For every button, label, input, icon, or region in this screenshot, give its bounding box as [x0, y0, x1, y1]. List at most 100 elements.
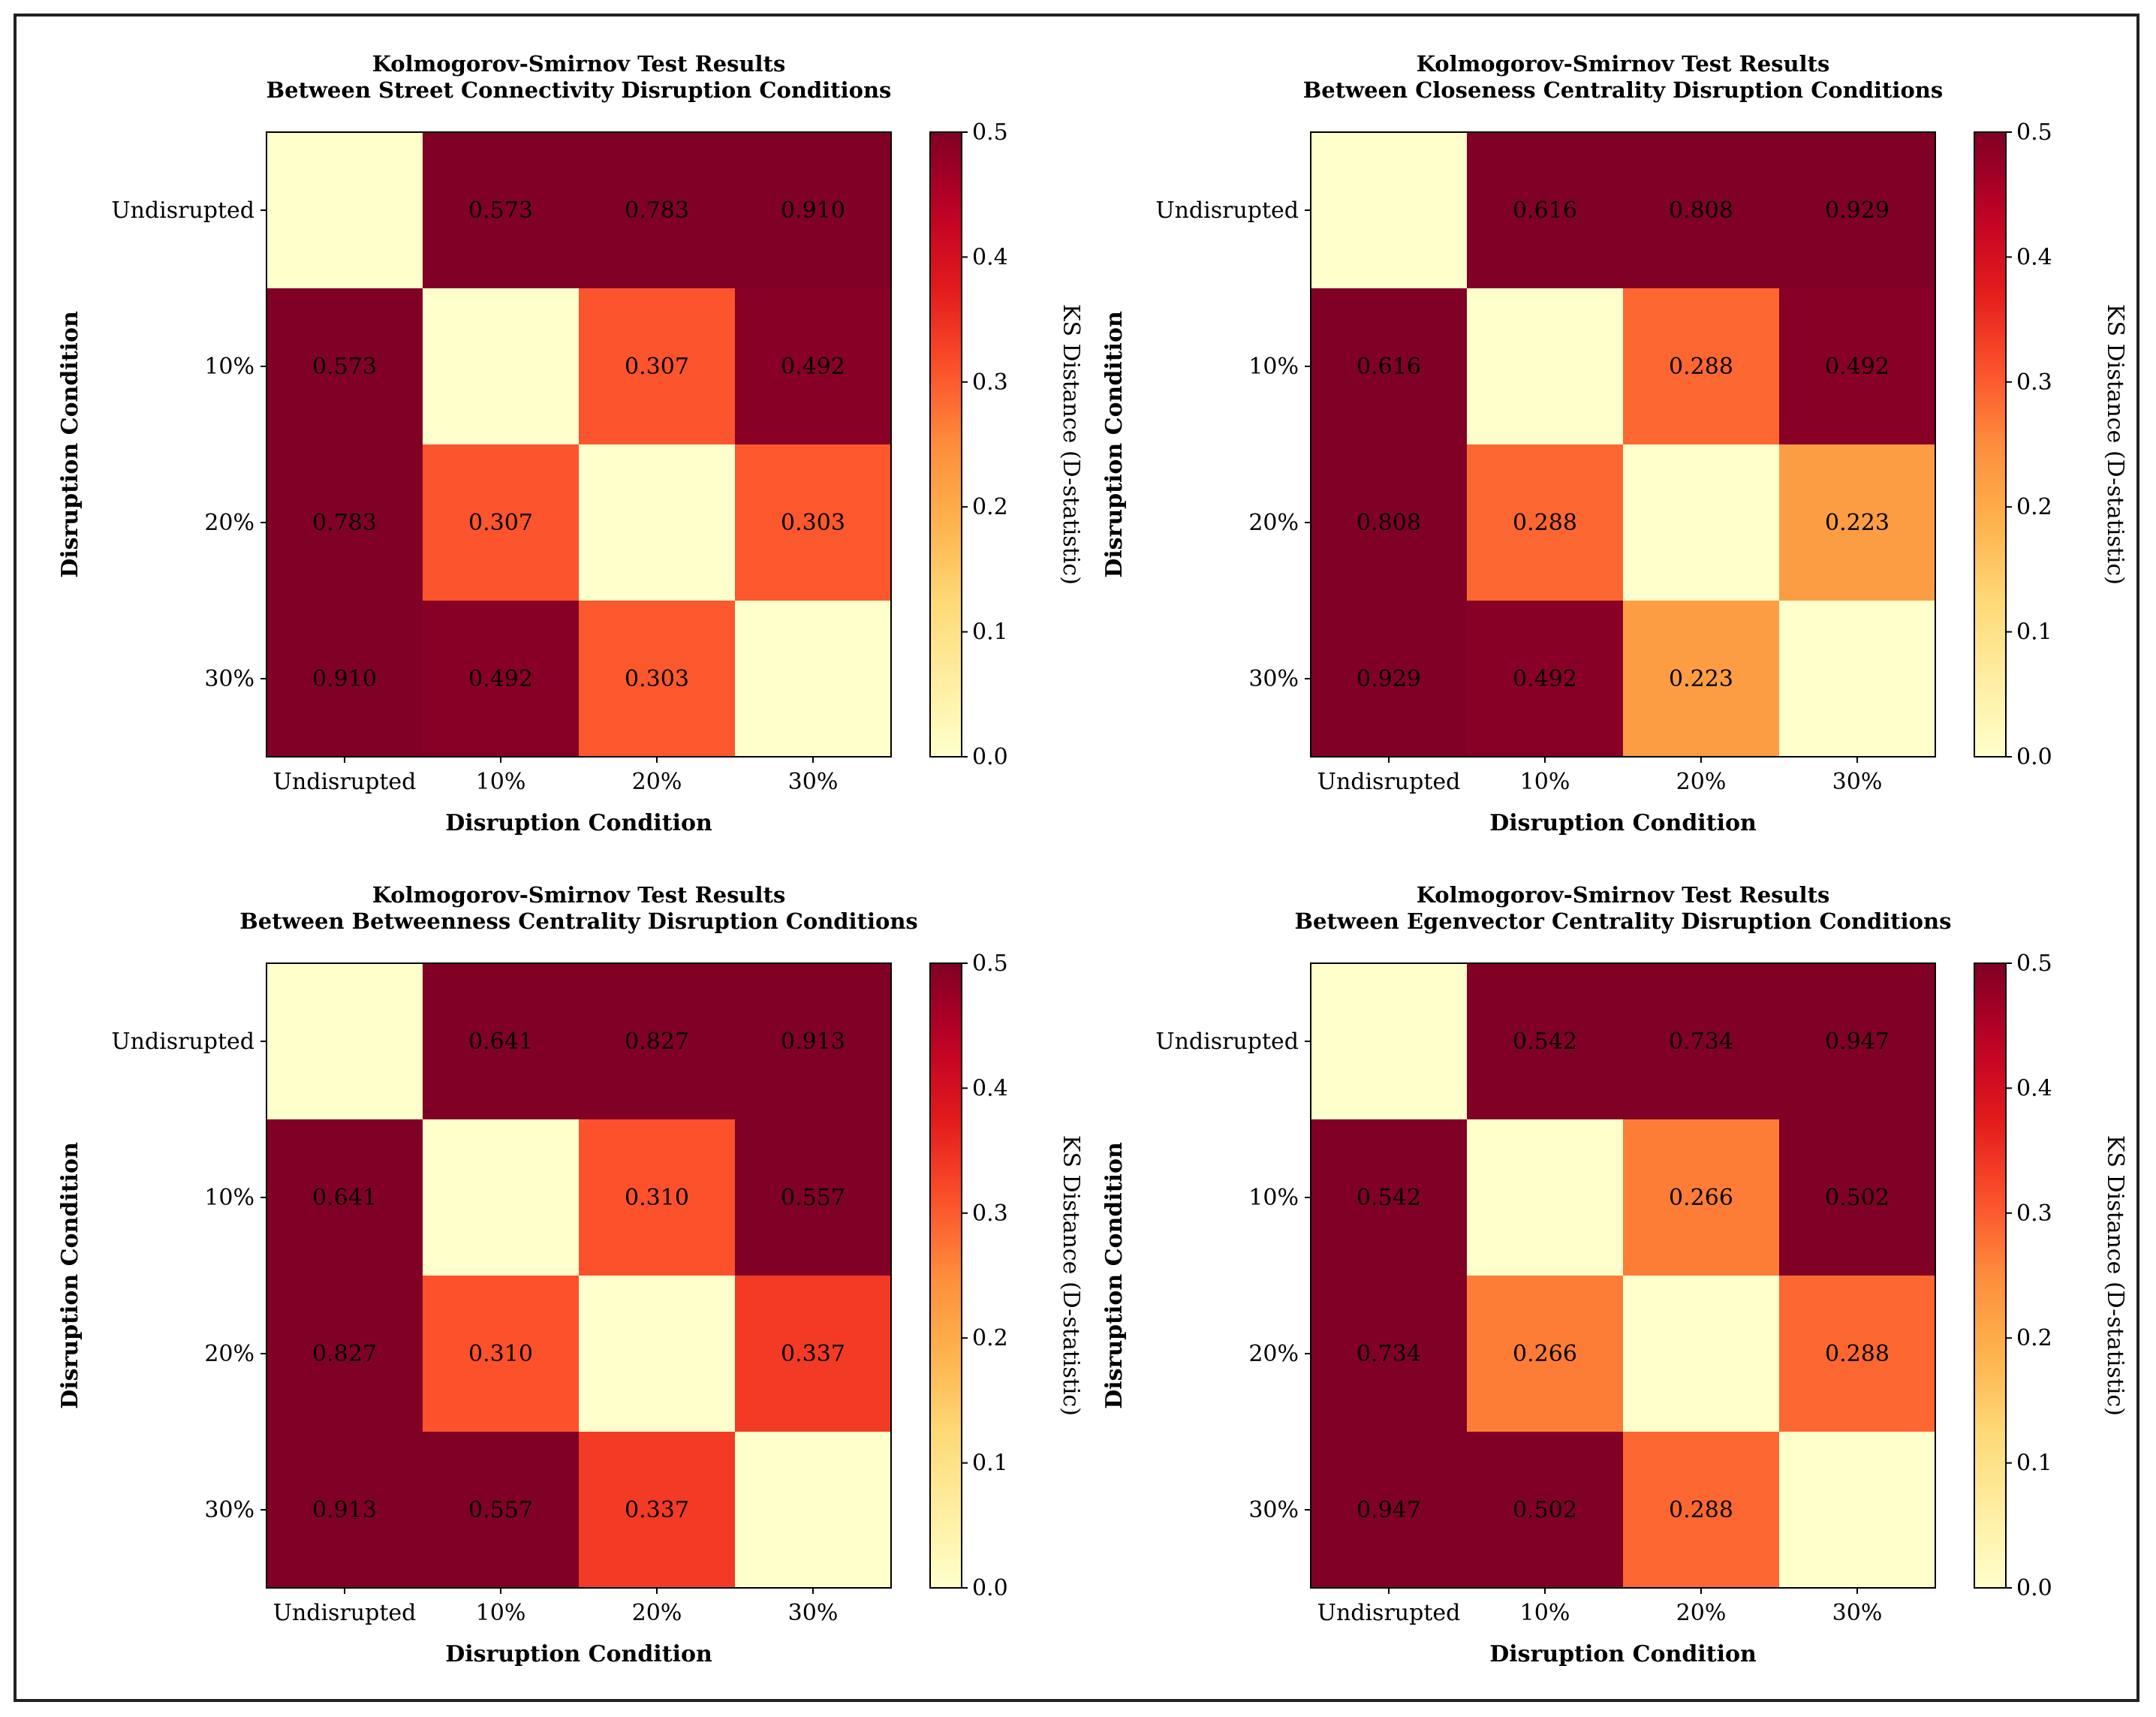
heatmap-cell	[579, 601, 735, 757]
cell-value-label: 0.502	[1825, 1185, 1890, 1211]
heatmap-cell	[423, 963, 579, 1119]
x-tick-label: Undisrupted	[273, 769, 417, 795]
heatmap-cell	[1623, 288, 1779, 444]
heatmap-cell	[735, 444, 891, 601]
heatmap-cell	[1623, 1276, 1779, 1432]
cell-value-label: 0.492	[1825, 354, 1890, 380]
y-tick-label: 30%	[204, 666, 254, 692]
colorbar-tick-label: 0.1	[2016, 619, 2052, 646]
colorbar-tick-label: 0.0	[2016, 744, 2052, 770]
heatmap-cell	[735, 288, 891, 444]
colorbar-tick-label: 0.5	[972, 950, 1008, 977]
colorbar-tick-label: 0.1	[972, 1450, 1008, 1477]
heatmap-cell	[1779, 1276, 1935, 1432]
x-axis-label: Disruption Condition	[445, 1641, 712, 1667]
axes-frame	[1310, 962, 1936, 1589]
heatmap-cell	[579, 444, 735, 601]
colorbar-tick-label: 0.3	[2016, 1200, 2052, 1227]
heatmap-cell	[735, 601, 891, 757]
x-tick-label: 30%	[1832, 769, 1883, 795]
y-axis-label: Disruption Condition	[57, 311, 83, 578]
cell-value-label: 0.288	[1669, 1497, 1733, 1523]
heatmap-cell	[266, 288, 423, 444]
colorbar-label: KS Distance (D-statistic)	[2102, 1135, 2128, 1416]
cell-value-label: 0.641	[468, 1029, 533, 1055]
y-tick-label: 20%	[1248, 510, 1299, 536]
colorbar-label: KS Distance (D-statistic)	[1058, 304, 1084, 585]
heatmap-cell	[1623, 132, 1779, 288]
cell-value-label: 0.223	[1669, 666, 1733, 692]
chart-title-line2: Between Closeness Centrality Disruption …	[1303, 77, 1943, 103]
x-tick-label: 20%	[632, 769, 682, 795]
y-tick-label: 10%	[1248, 354, 1299, 380]
heatmap-cell	[1779, 1432, 1935, 1588]
heatmap-cell	[1467, 1276, 1623, 1432]
heatmap-cell	[579, 1276, 735, 1432]
heatmap-cell	[266, 1119, 423, 1276]
heatmap-cell	[1311, 601, 1467, 757]
heatmap-cell	[1623, 1432, 1779, 1588]
heatmap-cell	[266, 1276, 423, 1432]
colorbar	[1974, 962, 2007, 1589]
x-tick-label: 10%	[476, 1600, 526, 1626]
heatmap-cell	[1311, 1276, 1467, 1432]
heatmap-cell	[1311, 288, 1467, 444]
cell-value-label: 0.542	[1513, 1029, 1577, 1055]
y-axis-label: Disruption Condition	[57, 1142, 83, 1409]
cell-value-label: 0.616	[1357, 354, 1421, 380]
cell-value-label: 0.307	[468, 510, 533, 536]
chart-title-line2: Between Betweenness Centrality Disruptio…	[239, 908, 918, 934]
cell-value-label: 0.913	[312, 1497, 377, 1523]
heatmap-cell	[423, 444, 579, 601]
colorbar-tick-label: 0.3	[972, 1200, 1008, 1227]
cell-value-label: 0.573	[468, 197, 533, 224]
cell-value-label: 0.827	[625, 1029, 689, 1055]
colorbar-tick-label: 0.4	[2016, 244, 2052, 270]
heatmap-cell	[1779, 288, 1935, 444]
heatmap-cell	[735, 1276, 891, 1432]
x-tick-label: Undisrupted	[1317, 1600, 1461, 1626]
x-tick-label: Undisrupted	[273, 1600, 417, 1626]
heatmap-cell	[579, 132, 735, 288]
colorbar-tick-label: 0.5	[2016, 950, 2052, 977]
heatmap-cell	[1467, 1432, 1623, 1588]
heatmap-cell	[423, 132, 579, 288]
heatmap-cell	[1467, 288, 1623, 444]
heatmap-cell	[735, 132, 891, 288]
y-tick-label: Undisrupted	[111, 197, 254, 224]
cell-value-label: 0.337	[625, 1497, 689, 1523]
colorbar-tick-label: 0.5	[972, 119, 1008, 146]
heatmap-cell	[1779, 132, 1935, 288]
axes-frame	[266, 131, 892, 758]
colorbar-tick-label: 0.1	[972, 619, 1008, 646]
x-axis-label: Disruption Condition	[1489, 1641, 1757, 1667]
colorbar-label: KS Distance (D-statistic)	[1058, 1135, 1084, 1416]
cell-value-label: 0.223	[1825, 510, 1890, 536]
y-tick-label: 30%	[1248, 1497, 1299, 1523]
cell-value-label: 0.947	[1357, 1497, 1421, 1523]
heatmap-cell	[1779, 601, 1935, 757]
y-tick-label: 10%	[204, 354, 254, 380]
cell-value-label: 0.492	[468, 666, 533, 692]
x-tick-label: 20%	[1676, 1600, 1727, 1626]
heatmap-cell	[266, 132, 423, 288]
cell-value-label: 0.929	[1357, 666, 1421, 692]
heatmap-cell	[1311, 132, 1467, 288]
heatmap-cell	[1779, 1119, 1935, 1276]
x-tick-label: 20%	[1676, 769, 1727, 795]
heatmap-cell	[1467, 1119, 1623, 1276]
cell-value-label: 0.310	[625, 1185, 689, 1211]
cell-value-label: 0.929	[1825, 197, 1890, 224]
heatmap-cell	[266, 963, 423, 1119]
heatmap-cell	[735, 1432, 891, 1588]
heatmap-cell	[423, 1276, 579, 1432]
x-tick-label: 10%	[1520, 1600, 1570, 1626]
x-tick-label: 30%	[1832, 1600, 1883, 1626]
cell-value-label: 0.337	[781, 1341, 845, 1367]
x-tick-label: 30%	[788, 1600, 839, 1626]
colorbar-tick-label: 0.5	[2016, 119, 2052, 146]
